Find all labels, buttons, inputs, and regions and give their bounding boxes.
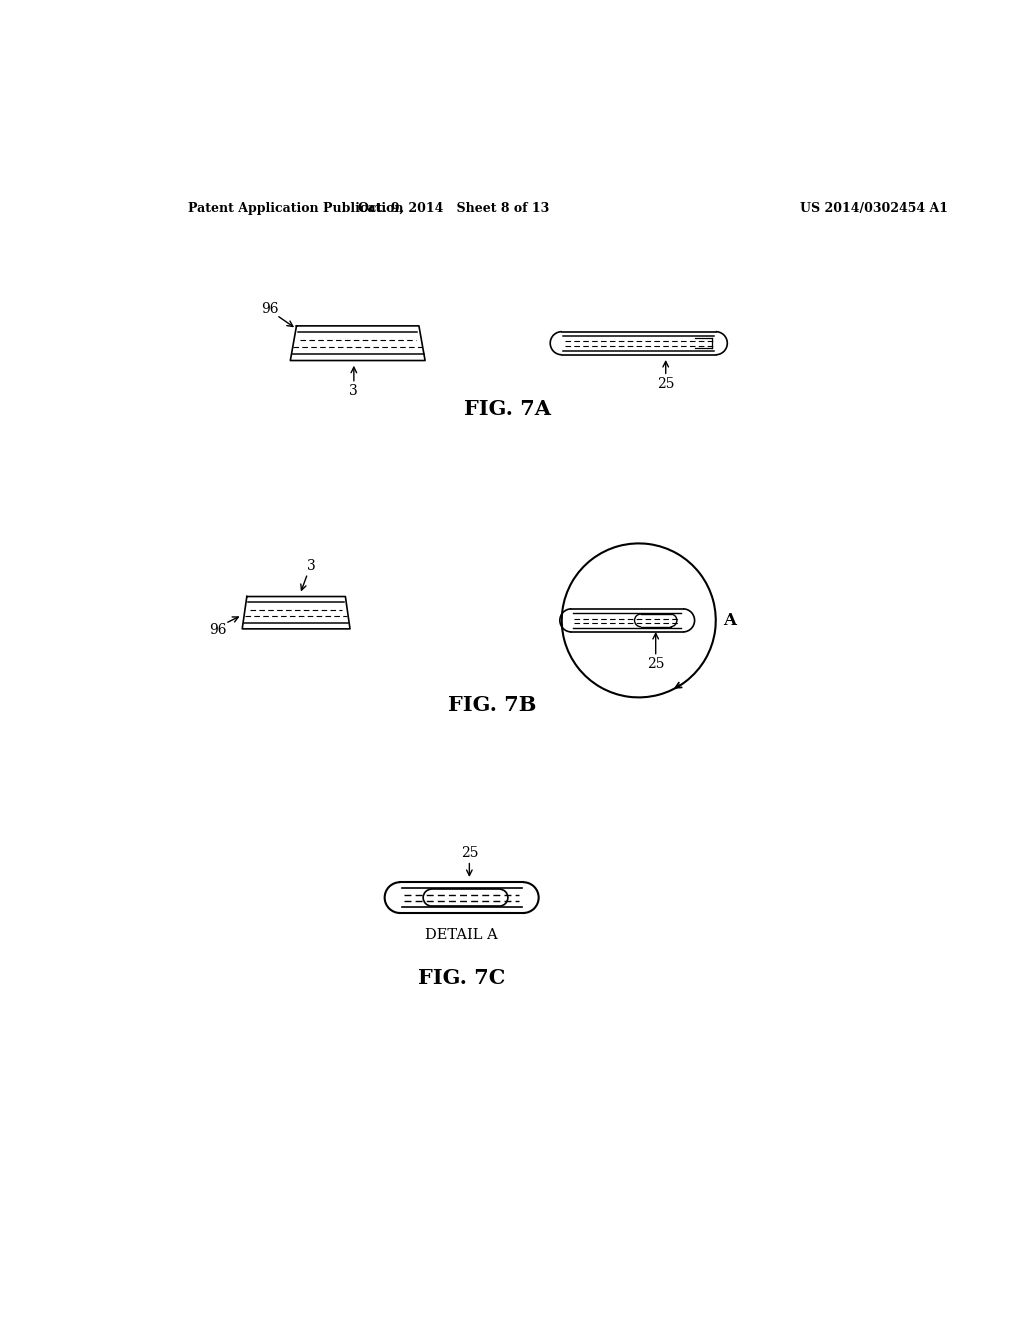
Text: FIG. 7C: FIG. 7C [418, 969, 506, 989]
Text: Patent Application Publication: Patent Application Publication [188, 202, 403, 215]
Text: 3: 3 [349, 384, 358, 399]
Text: 96: 96 [209, 623, 226, 636]
Text: 25: 25 [657, 378, 675, 391]
Text: FIG. 7A: FIG. 7A [464, 399, 551, 418]
Text: US 2014/0302454 A1: US 2014/0302454 A1 [801, 202, 948, 215]
Text: 25: 25 [647, 657, 665, 672]
Text: 96: 96 [261, 302, 280, 315]
Text: 25: 25 [461, 846, 478, 859]
Text: Oct. 9, 2014   Sheet 8 of 13: Oct. 9, 2014 Sheet 8 of 13 [358, 202, 550, 215]
Text: 3: 3 [307, 558, 315, 573]
Text: FIG. 7B: FIG. 7B [449, 696, 537, 715]
Text: A: A [724, 612, 736, 628]
Text: DETAIL A: DETAIL A [425, 928, 498, 942]
